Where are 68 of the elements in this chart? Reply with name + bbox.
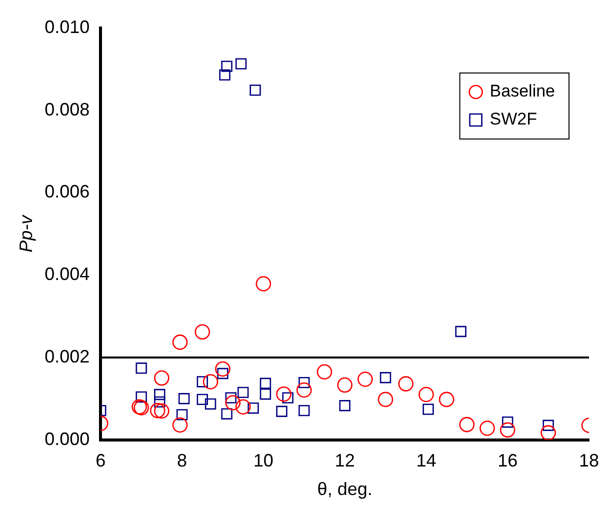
x-tick-label: 12 (334, 450, 355, 471)
point (260, 388, 272, 400)
point (178, 393, 190, 404)
point (221, 60, 232, 72)
point (276, 406, 288, 417)
point (378, 392, 394, 408)
point (358, 372, 373, 387)
point (136, 391, 147, 403)
point (500, 422, 516, 438)
y-axis-title: Pp-v (16, 214, 36, 252)
point (235, 399, 251, 415)
point (202, 374, 218, 390)
point (298, 404, 310, 416)
point (225, 395, 241, 410)
point (219, 69, 230, 81)
legend-label: SW2F (490, 110, 538, 129)
point (296, 382, 312, 398)
point (194, 324, 210, 340)
y-tick-label: 0.006 (44, 182, 90, 202)
point (154, 388, 166, 400)
point (276, 386, 292, 402)
point (380, 372, 392, 384)
point (438, 392, 454, 408)
y-tick-label: 0.004 (44, 264, 90, 284)
point (235, 58, 247, 70)
point (248, 402, 259, 414)
point (337, 377, 352, 393)
point (215, 361, 230, 377)
point (237, 386, 249, 398)
point (136, 362, 147, 374)
point (502, 416, 514, 428)
point (250, 84, 261, 96)
point (422, 404, 434, 415)
x-tick-label: 16 (498, 450, 518, 471)
y-tick-label: 0.008 (44, 99, 90, 120)
x-tick-label: 18 (578, 450, 600, 471)
point (398, 376, 414, 392)
x-tick-label: 8 (177, 450, 188, 471)
point (154, 370, 170, 386)
point (204, 398, 216, 410)
point (221, 408, 232, 420)
point (459, 416, 475, 432)
point (256, 276, 272, 292)
point (540, 425, 556, 440)
x-axis-title: θ, deg. (317, 479, 372, 500)
point (418, 386, 434, 402)
point (455, 326, 466, 338)
legend-label: Baseline (490, 82, 556, 101)
point (196, 394, 208, 406)
point (480, 420, 495, 436)
point (196, 376, 208, 388)
point (260, 378, 272, 389)
point (154, 396, 166, 408)
point (316, 364, 332, 380)
x-tick-label: 6 (96, 450, 106, 471)
point (150, 402, 166, 418)
point (172, 417, 188, 433)
y-tick-label: 0.000 (44, 428, 90, 449)
point (176, 409, 188, 420)
x-tick-label: 10 (253, 450, 274, 471)
point (154, 403, 170, 419)
y-tick-label: 0.002 (44, 346, 90, 366)
point (298, 376, 310, 388)
point (339, 400, 350, 412)
x-tick-label: 14 (416, 450, 436, 471)
point (542, 420, 554, 431)
point (172, 334, 188, 350)
y-tick-label: 0.010 (44, 16, 90, 37)
